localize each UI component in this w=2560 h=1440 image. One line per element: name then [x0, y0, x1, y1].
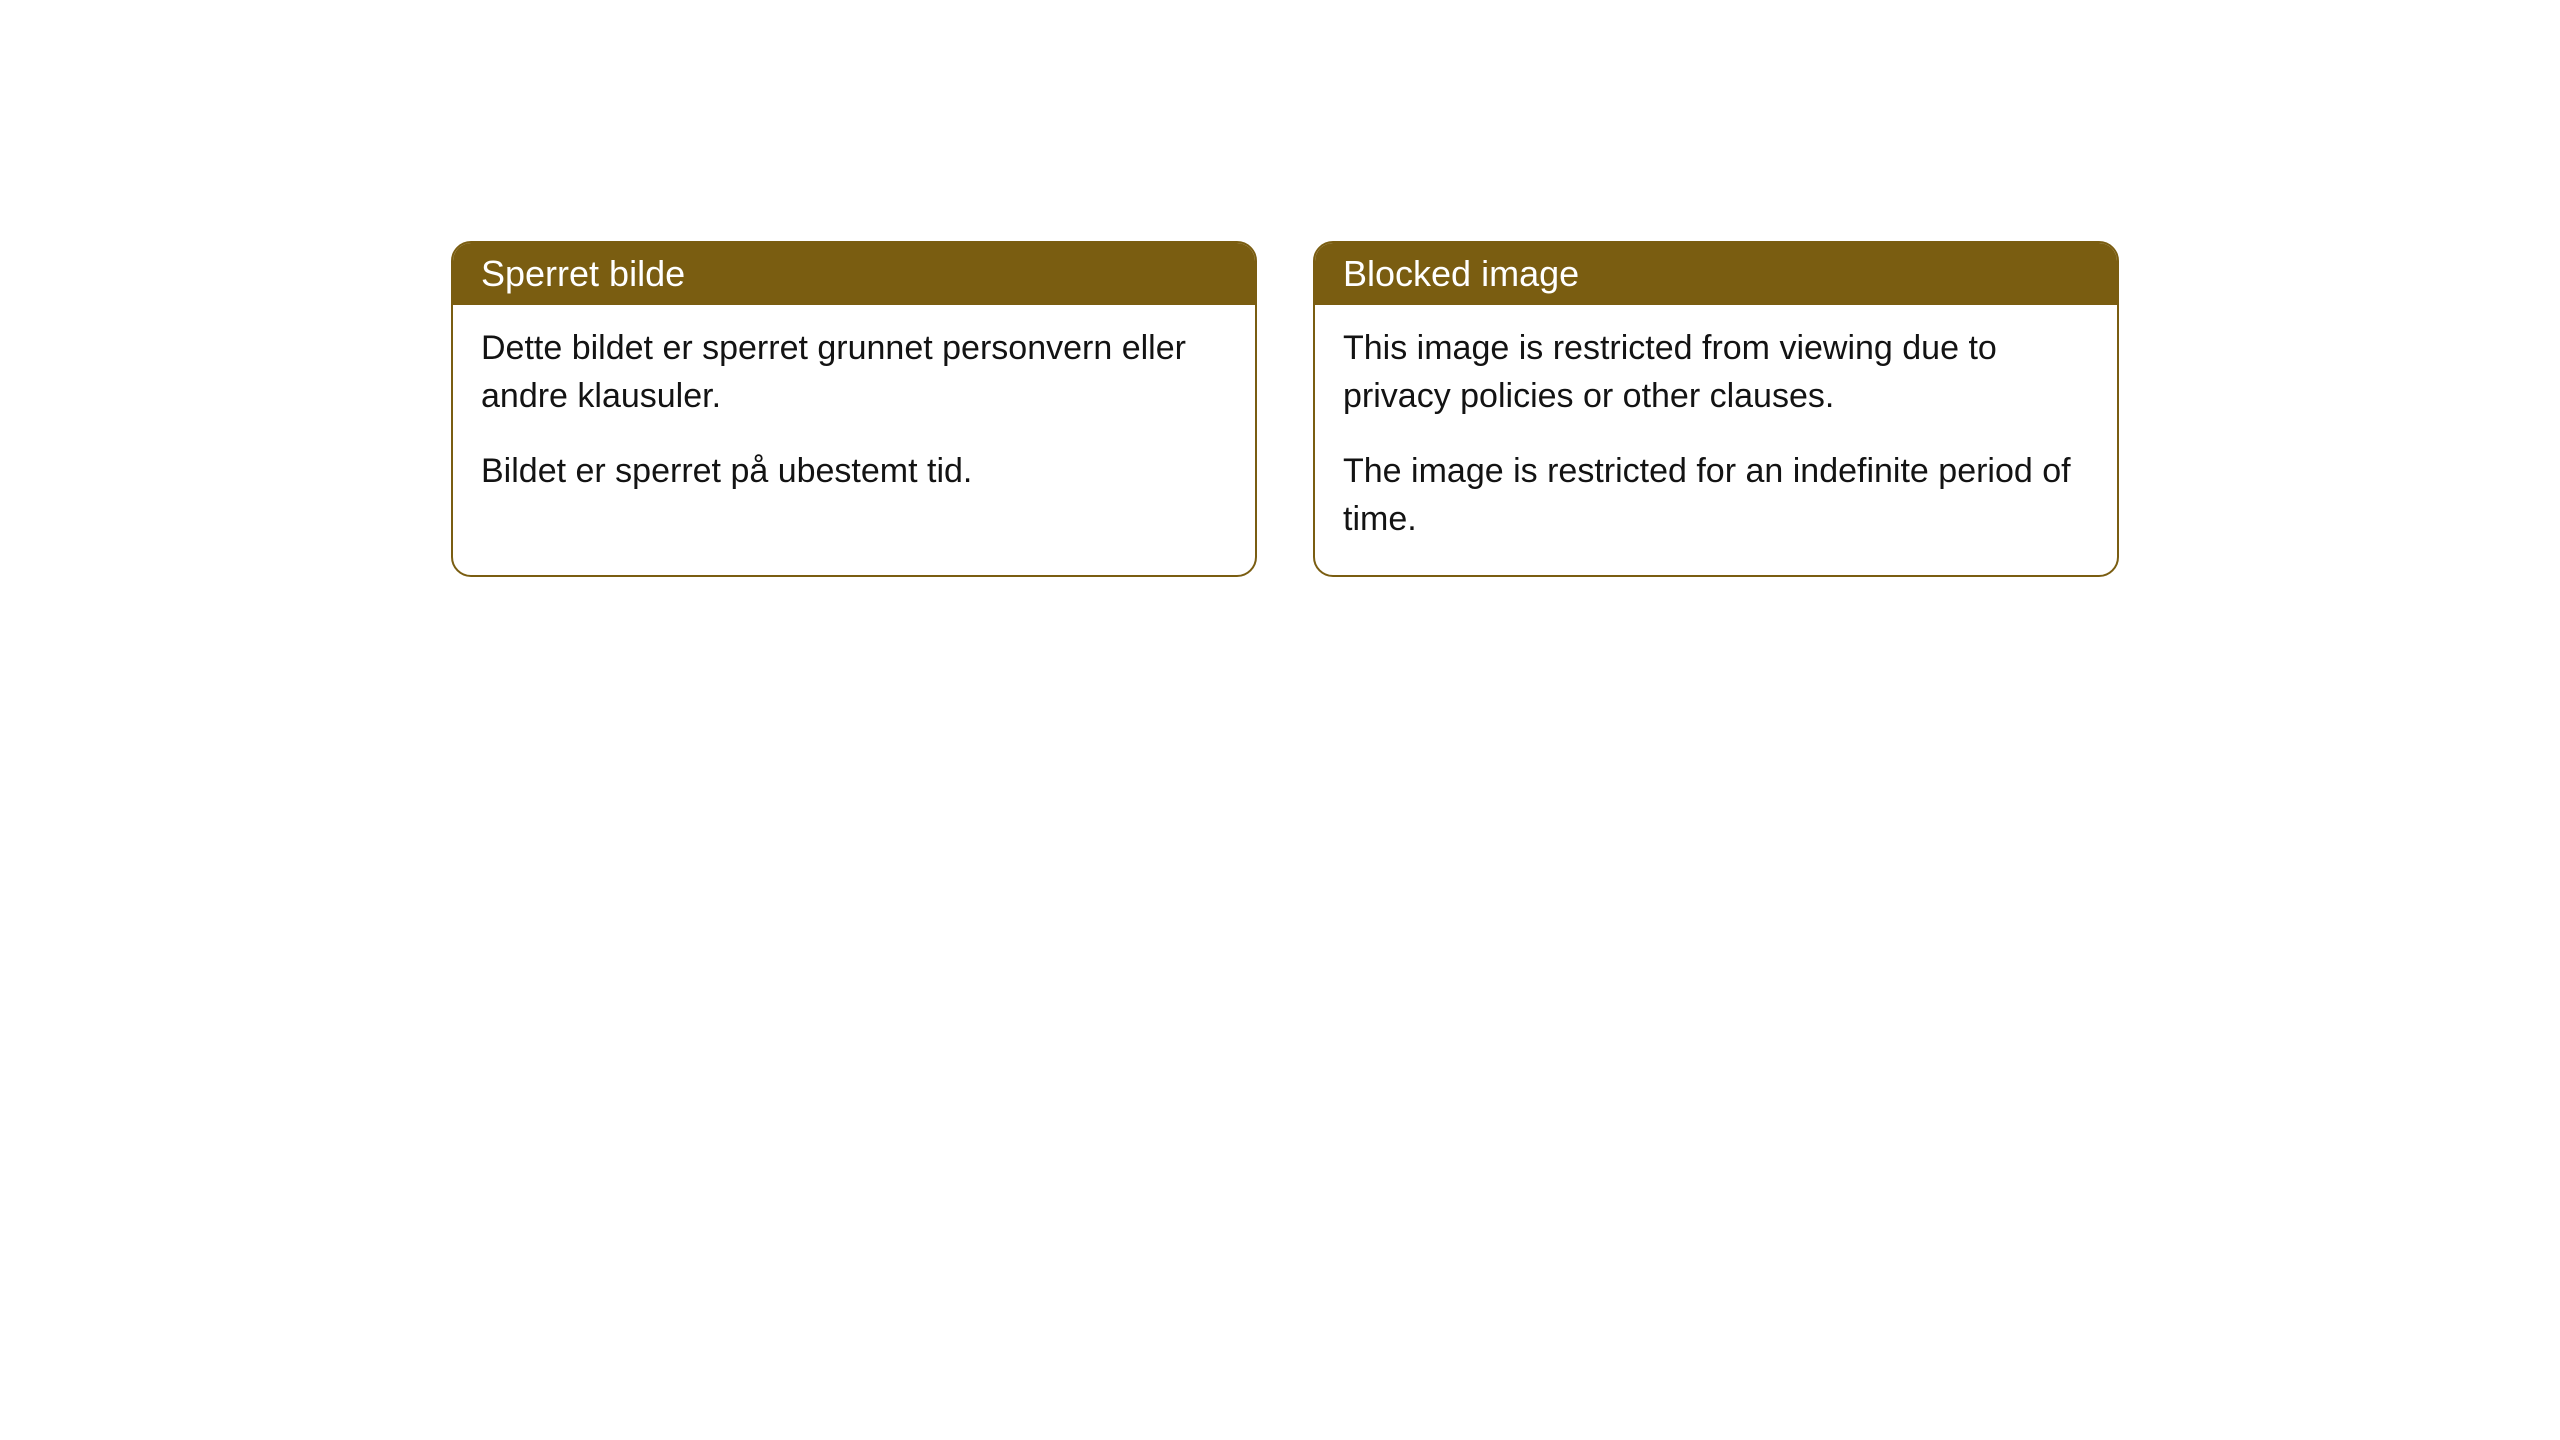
- card-paragraph: This image is restricted from viewing du…: [1343, 325, 2089, 420]
- notice-card-english: Blocked image This image is restricted f…: [1313, 241, 2119, 577]
- card-paragraph: The image is restricted for an indefinit…: [1343, 448, 2089, 543]
- card-body: Dette bildet er sperret grunnet personve…: [453, 305, 1255, 528]
- card-title: Sperret bilde: [453, 243, 1255, 305]
- notice-cards-container: Sperret bilde Dette bildet er sperret gr…: [451, 241, 2119, 577]
- card-paragraph: Bildet er sperret på ubestemt tid.: [481, 448, 1227, 496]
- notice-card-norwegian: Sperret bilde Dette bildet er sperret gr…: [451, 241, 1257, 577]
- card-paragraph: Dette bildet er sperret grunnet personve…: [481, 325, 1227, 420]
- card-title: Blocked image: [1315, 243, 2117, 305]
- card-body: This image is restricted from viewing du…: [1315, 305, 2117, 575]
